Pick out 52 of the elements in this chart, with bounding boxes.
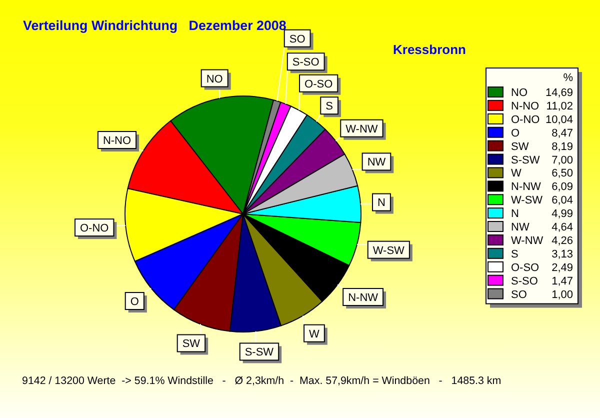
legend-label: SO (511, 288, 528, 301)
legend-label: N (511, 208, 519, 220)
legend-label: O-NO (511, 114, 540, 126)
legend-label: N-NW (511, 181, 542, 194)
legend-label: W (511, 168, 522, 180)
slice-label: SO (289, 33, 306, 46)
legend-label: NO (511, 87, 528, 99)
data-label: 1,47 (552, 275, 573, 288)
data-label: 7,00 (552, 154, 573, 166)
legend-label: W-NW (511, 234, 544, 247)
slice-label: N (377, 197, 386, 210)
slice-label: W (309, 328, 320, 340)
data-label: 6,50 (552, 168, 573, 180)
data-label: 4,64 (552, 222, 573, 234)
slice-label: S-SO (292, 56, 320, 69)
legend-title: % (563, 72, 574, 84)
data-label: 14,69 (545, 87, 573, 99)
data-label: 6,04 (552, 194, 573, 207)
data-label: 10,04 (545, 114, 573, 126)
legend-label: SW (511, 140, 530, 153)
slice-label: W-NW (346, 123, 378, 136)
data-label: 4,26 (552, 234, 573, 247)
legend-label: NW (511, 222, 530, 234)
data-label: 4,99 (552, 208, 573, 220)
legend-label: O (511, 127, 520, 140)
slice-label: NW (367, 156, 386, 169)
slice-label: O-NO (80, 222, 110, 235)
legend-label: O-SO (511, 262, 540, 274)
slice-label: S-SW (244, 346, 274, 359)
slice-label: O-SO (304, 78, 334, 90)
data-label: 8,47 (552, 127, 573, 140)
legend-label: S-SW (511, 154, 540, 166)
legend-label: N-NO (511, 100, 540, 112)
data-label: 6,09 (552, 181, 573, 194)
data-label: 1,00 (552, 288, 573, 301)
slice-label: W-SW (372, 244, 406, 257)
data-label: 2,49 (552, 262, 573, 274)
slice-label: S (326, 100, 333, 113)
data-label: 3,13 (552, 248, 573, 260)
text: 9142 / 13200 Werte -> 59.1% Windstille - Ø 2,3km/h - Max. 57,9km/h = Windböen - 1485.3 km (22, 375, 502, 387)
legend-label: W-SW (511, 194, 544, 207)
slice-label: SW (182, 338, 201, 350)
slice-label: N-NO (102, 135, 132, 148)
slice-label: O (130, 296, 140, 308)
legend-label: S-SO (511, 275, 538, 288)
slice-label: N-NW (348, 292, 379, 304)
chart-title: Verteilung Windrichtung Dezember 2008 (23, 18, 287, 33)
data-label: 11,02 (546, 100, 573, 112)
text: Kressbronn (393, 42, 466, 57)
legend-label: S (511, 248, 518, 260)
data-label: 8,19 (552, 140, 573, 153)
slice-label: NO (206, 73, 224, 86)
